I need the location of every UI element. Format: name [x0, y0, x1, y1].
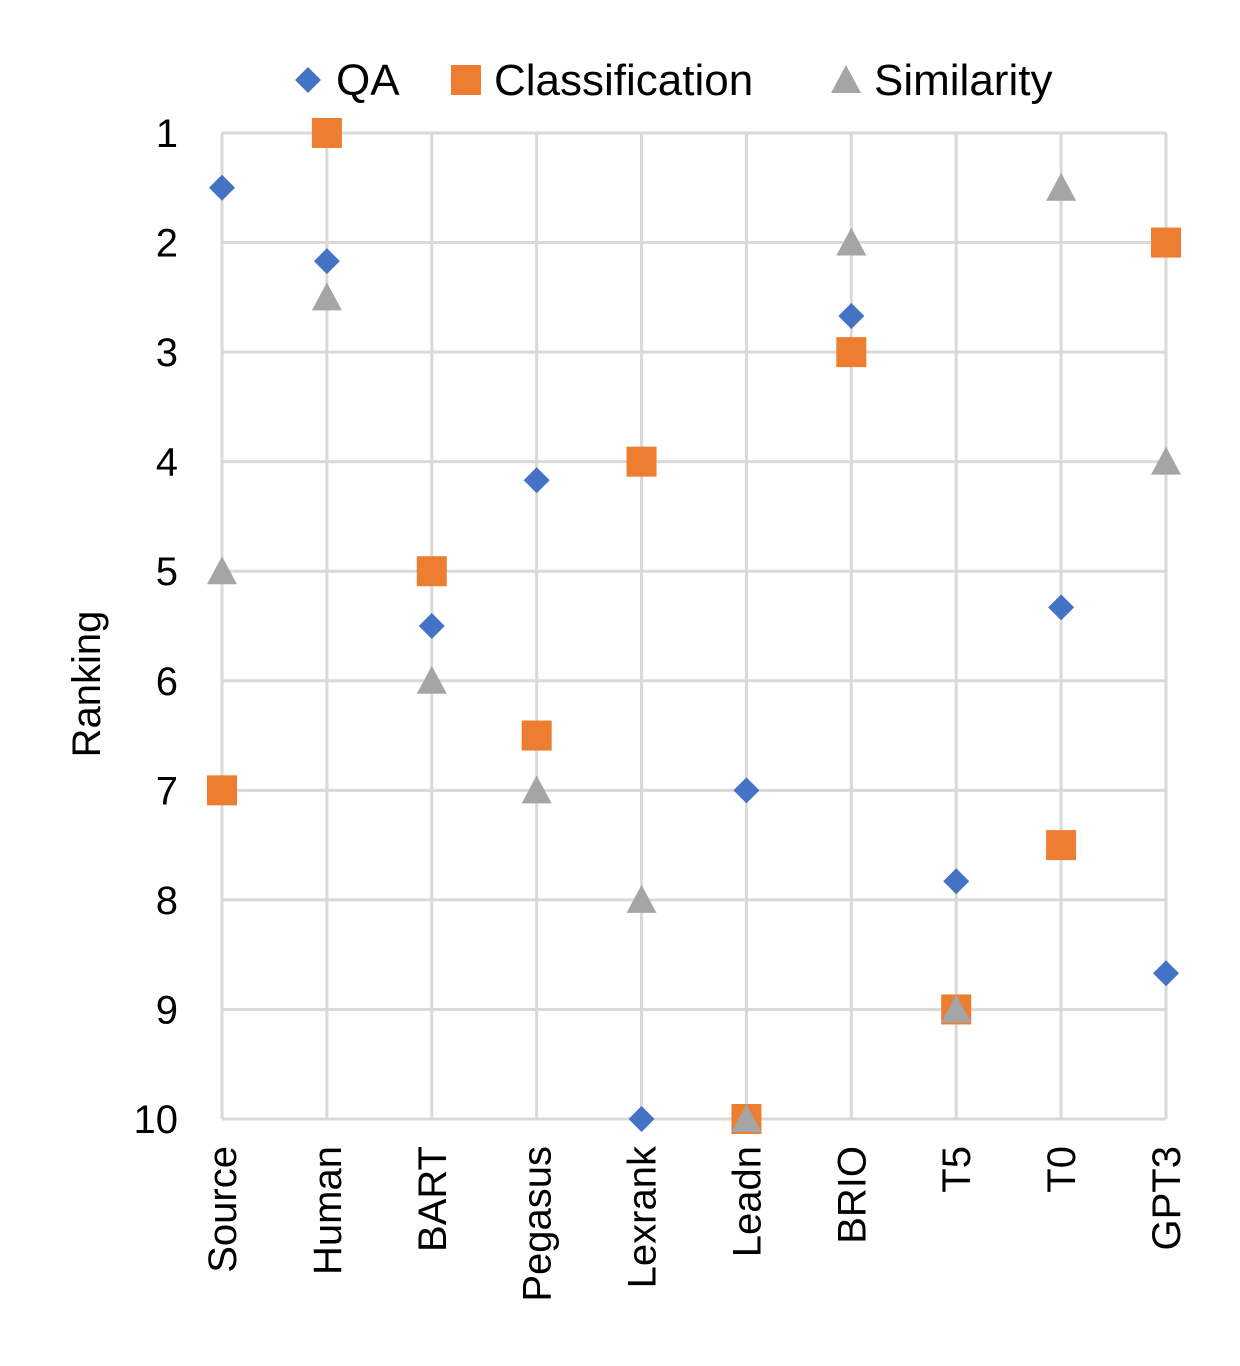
- x-tick-label: Leadn: [725, 1146, 769, 1257]
- x-tick-label: Source: [201, 1146, 245, 1273]
- x-tick-label: BART: [411, 1146, 455, 1252]
- legend-item-qa: QA: [295, 56, 400, 105]
- point-similarity-leadn: [731, 1104, 762, 1132]
- y-tick-label: 10: [134, 1098, 179, 1142]
- point-qa-human: [313, 248, 340, 275]
- point-qa-t5: [943, 868, 970, 895]
- point-similarity-pegasus: [521, 775, 552, 804]
- point-qa-lexrank: [628, 1106, 655, 1132]
- x-axis-ticks: Source Human BART Pegasus Lexrank Leadn BRIO T5…: [201, 1145, 1189, 1302]
- point-similarity-source: [207, 556, 237, 585]
- point-qa-brio: [838, 302, 865, 329]
- point-similarity-gpt3: [1151, 446, 1181, 475]
- legend-triangle-icon: [831, 65, 861, 93]
- legend-label: QA: [336, 56, 400, 105]
- point-similarity-lexrank: [626, 884, 657, 913]
- grid: [220, 131, 1168, 1121]
- point-similarity-human: [311, 282, 342, 311]
- x-tick-label: Human: [306, 1146, 350, 1275]
- point-classification-lexrank: [626, 446, 657, 477]
- point-classification-source: [207, 775, 237, 806]
- point-classification-t0: [1046, 830, 1077, 861]
- point-similarity-bart: [416, 665, 447, 694]
- y-tick-label: 8: [156, 879, 178, 923]
- point-classification-brio: [836, 337, 867, 368]
- y-tick-label: 4: [156, 441, 178, 485]
- x-tick-label: T0: [1040, 1146, 1084, 1193]
- legend-label: Classification: [494, 56, 753, 105]
- point-similarity-t0: [1046, 172, 1077, 201]
- point-qa-bart: [418, 613, 445, 639]
- legend-item-classification: Classification: [451, 56, 753, 105]
- point-qa-gpt3: [1153, 960, 1179, 987]
- legend-square-icon: [451, 65, 481, 95]
- point-similarity-brio: [836, 227, 867, 256]
- y-axis-ticks: 1 2 3 4 5 6 7 8 9 10: [134, 112, 179, 1142]
- x-tick-label: Lexrank: [621, 1145, 665, 1288]
- y-tick-label: 1: [156, 112, 178, 156]
- x-tick-label: Pegasus: [516, 1146, 560, 1302]
- legend-diamond-icon: [295, 67, 321, 93]
- x-tick-label: BRIO: [830, 1146, 874, 1244]
- point-qa-pegasus: [523, 467, 550, 494]
- y-tick-label: 6: [156, 660, 178, 704]
- legend: QA Classification Similarity: [295, 56, 1052, 105]
- x-tick-label: GPT3: [1145, 1146, 1189, 1250]
- point-qa-t0: [1048, 594, 1075, 621]
- y-tick-label: 3: [156, 331, 178, 375]
- legend-item-similarity: Similarity: [831, 56, 1052, 105]
- y-tick-label: 7: [156, 769, 178, 813]
- point-classification-pegasus: [521, 720, 552, 751]
- point-qa-source: [209, 174, 235, 201]
- x-tick-label: T5: [935, 1146, 979, 1193]
- y-tick-label: 9: [156, 988, 178, 1032]
- point-classification-bart: [416, 556, 447, 587]
- point-classification-human: [311, 118, 342, 148]
- y-axis-title: Ranking: [65, 611, 109, 758]
- point-qa-leadn: [733, 777, 760, 804]
- point-similarity-t5: [941, 994, 972, 1023]
- point-classification-gpt3: [1151, 227, 1181, 258]
- y-tick-label: 2: [156, 222, 178, 266]
- data-points: [207, 118, 1181, 1134]
- legend-label: Similarity: [874, 56, 1052, 105]
- y-tick-label: 5: [156, 550, 178, 594]
